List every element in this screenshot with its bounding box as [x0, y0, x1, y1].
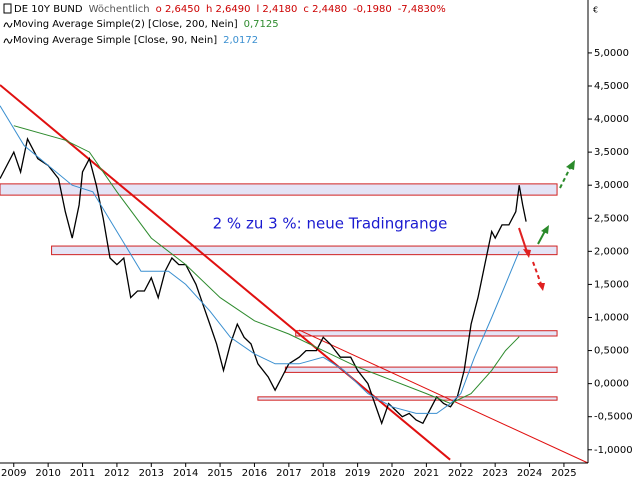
x-tick-label: 2022 [448, 468, 473, 479]
legend-value: 0,7125 [244, 19, 279, 30]
x-tick-label: 2009 [1, 468, 26, 479]
range-band [51, 245, 558, 256]
legend-row: Moving Average Simple(2) [Close, 200, Ne… [13, 19, 279, 30]
y-tick-label: 5,0000 [594, 48, 629, 59]
x-tick-label: 2018 [311, 468, 336, 479]
y-tick-label: -1,0000 [594, 445, 633, 456]
y-tick-label: -0,5000 [594, 412, 633, 423]
legend-icon [3, 22, 13, 28]
y-tick-label: 1,5000 [594, 279, 629, 290]
y-tick-label: 4,0000 [594, 114, 629, 125]
range-band [295, 330, 558, 337]
range-band [257, 396, 558, 401]
x-tick-label: 2019 [345, 468, 370, 479]
y-tick-label: 0,0000 [594, 379, 629, 390]
arrows [518, 160, 575, 291]
y-tick-label: 3,5000 [594, 147, 629, 158]
series-line [13, 125, 520, 405]
legend-item: DE 10Y BUND [14, 4, 83, 15]
x-tick-label: 2020 [379, 468, 404, 479]
annotation: 2 % zu 3 %: neue Tradingrange [213, 215, 448, 233]
x-tick-label: 2021 [414, 468, 439, 479]
range-band [284, 366, 558, 373]
legend-icon [3, 38, 13, 44]
y-tick-label: 2,5000 [594, 213, 629, 224]
legend-item: h 2,6490 [206, 4, 251, 15]
legend-icon [3, 3, 12, 14]
legend-row: DE 10Y BUND Wöchentlich o 2,6450 h 2,6490 l … [14, 4, 446, 15]
legend-row: Moving Average Simple [Close, 90, Nein] 2… [13, 35, 258, 46]
x-tick-label: 2025 [551, 468, 576, 479]
plot-area [0, 84, 589, 464]
y-tick-label: 3,0000 [594, 180, 629, 191]
legend-name: Moving Average Simple [Close, 90, Nein] [13, 35, 217, 46]
legend-item: c 2,4480 [303, 4, 347, 15]
y-tick-label: 4,5000 [594, 81, 629, 92]
x-tick-label: 2010 [35, 468, 60, 479]
x-tick-label: 2017 [276, 468, 301, 479]
x-tick-label: 2012 [104, 468, 129, 479]
x-tick-label: 2023 [482, 468, 507, 479]
legend-name: Moving Average Simple(2) [Close, 200, Ne… [13, 19, 238, 30]
x-tick-label: 2011 [70, 468, 95, 479]
range-band [0, 183, 558, 196]
legend-value: 2,0172 [223, 35, 258, 46]
legend-item: -7,4830% [398, 4, 446, 15]
currency: € [593, 6, 598, 15]
legend-item: Wöchentlich [89, 4, 150, 15]
x-tick-label: 2014 [173, 468, 198, 479]
x-tick-label: 2024 [517, 468, 542, 479]
x-tick-label: 2015 [207, 468, 232, 479]
y-tick-label: 2,0000 [594, 246, 629, 257]
y-tick-label: 1,0000 [594, 312, 629, 323]
legend-item: o 2,6450 [156, 4, 200, 15]
x-tick-label: 2016 [242, 468, 267, 479]
legend: DE 10Y BUND Wöchentlich o 2,6450 h 2,6490 l … [3, 3, 446, 46]
legend-item: l 2,4180 [256, 4, 297, 15]
trend-line [298, 329, 589, 464]
series-line [0, 105, 520, 414]
x-tick-label: 2013 [139, 468, 164, 479]
legend-item: -0,1980 [353, 4, 392, 15]
y-tick-label: 0,5000 [594, 346, 629, 357]
